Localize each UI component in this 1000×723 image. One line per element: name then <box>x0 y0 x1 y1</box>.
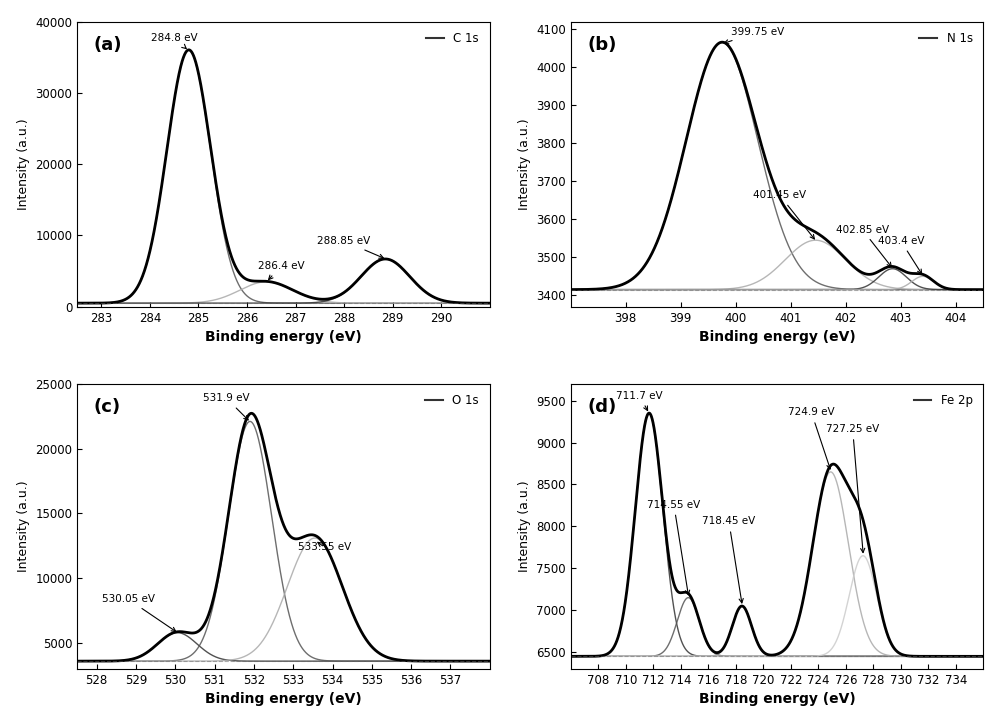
Text: (a): (a) <box>94 36 122 54</box>
Text: 403.4 eV: 403.4 eV <box>878 236 924 274</box>
X-axis label: Binding energy (eV): Binding energy (eV) <box>205 693 362 706</box>
Text: 533.55 eV: 533.55 eV <box>298 542 351 552</box>
Text: 727.25 eV: 727.25 eV <box>826 424 879 552</box>
Legend: N 1s: N 1s <box>915 27 977 50</box>
Text: 399.75 eV: 399.75 eV <box>724 27 784 44</box>
Y-axis label: Intensity (a.u.): Intensity (a.u.) <box>17 119 30 210</box>
Text: 286.4 eV: 286.4 eV <box>258 261 304 280</box>
Text: (d): (d) <box>587 398 616 416</box>
Text: 402.85 eV: 402.85 eV <box>836 225 891 267</box>
Y-axis label: Intensity (a.u.): Intensity (a.u.) <box>518 481 531 572</box>
Text: 714.55 eV: 714.55 eV <box>647 500 700 594</box>
Text: 711.7 eV: 711.7 eV <box>616 390 663 411</box>
Text: 530.05 eV: 530.05 eV <box>102 594 176 631</box>
Legend: O 1s: O 1s <box>421 390 484 412</box>
Text: 284.8 eV: 284.8 eV <box>151 33 197 48</box>
Text: 288.85 eV: 288.85 eV <box>317 236 383 258</box>
Legend: C 1s: C 1s <box>422 27 484 50</box>
Y-axis label: Intensity (a.u.): Intensity (a.u.) <box>17 481 30 572</box>
Legend: Fe 2p: Fe 2p <box>909 390 977 412</box>
X-axis label: Binding energy (eV): Binding energy (eV) <box>205 330 362 344</box>
Text: (b): (b) <box>587 36 617 54</box>
X-axis label: Binding energy (eV): Binding energy (eV) <box>699 693 855 706</box>
Y-axis label: Intensity (a.u.): Intensity (a.u.) <box>518 119 531 210</box>
Text: 531.9 eV: 531.9 eV <box>203 393 250 420</box>
Text: (c): (c) <box>94 398 121 416</box>
Text: 724.9 eV: 724.9 eV <box>788 407 835 469</box>
Text: 718.45 eV: 718.45 eV <box>702 516 755 603</box>
X-axis label: Binding energy (eV): Binding energy (eV) <box>699 330 855 344</box>
Text: 401.45 eV: 401.45 eV <box>753 190 814 239</box>
